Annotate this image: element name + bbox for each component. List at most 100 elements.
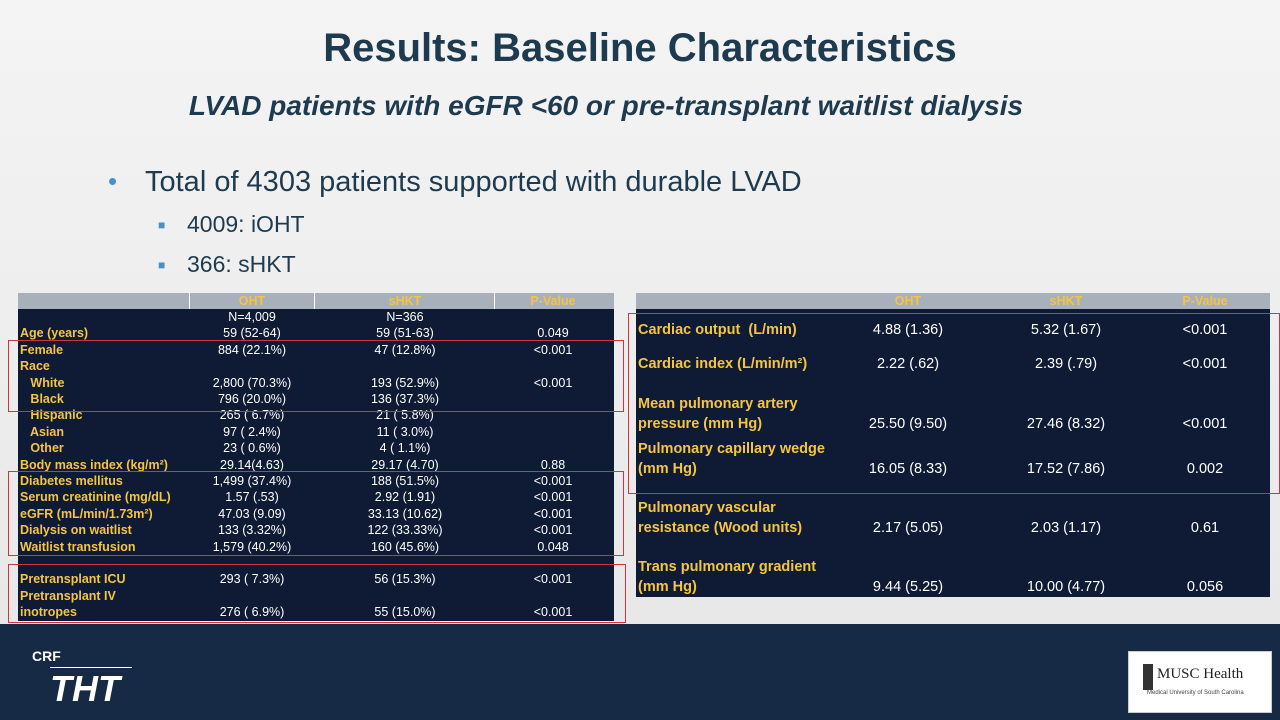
cell-value: 59 (51-63)	[376, 326, 434, 341]
cell-value: 1,579 (40.2%)	[212, 539, 292, 554]
cell-value: <0.001	[533, 342, 573, 357]
cell-value: 5.32 (1.67)	[1030, 322, 1102, 338]
cell-value: 9.44 (5.25)	[872, 579, 944, 595]
cell-value: <0.001	[533, 523, 573, 538]
cell-value: <0.001	[533, 605, 573, 620]
cell-value: 33.13 (10.62)	[367, 506, 443, 521]
sub-bullet: 366: sHKT	[187, 251, 296, 277]
row-label: Asian	[20, 424, 64, 439]
cell-value: 55 (15.0%)	[374, 605, 436, 620]
cell-value: 0.002	[1186, 461, 1224, 477]
right-table: OHT sHKT P-Value Cardiac output (L/min) 4.88…	[636, 293, 1270, 597]
highlight-box	[8, 564, 626, 623]
cell-value: 188 (51.5%)	[370, 474, 440, 488]
cell-value: 133 (3.32%)	[217, 523, 287, 538]
footer-band	[0, 624, 1280, 720]
row-label: Cardiac index (L/min/m²)	[638, 356, 808, 372]
cell-value: <0.001	[1182, 416, 1228, 432]
cell-value: 17.52 (7.86)	[1026, 461, 1106, 477]
cell-value: 29.14(4.63)	[220, 457, 284, 472]
cell-value: 0.88	[540, 457, 566, 472]
row-label: Black	[20, 392, 64, 406]
table-header	[636, 293, 1270, 309]
highlight-box	[628, 313, 1280, 494]
cell-value: <0.001	[533, 506, 573, 521]
cell-value: N=366	[386, 310, 424, 324]
column-header: OHT	[894, 294, 922, 308]
cell-value: 1.57 (.53)	[225, 490, 279, 505]
cell-value: 11 ( 3.0%)	[376, 424, 434, 439]
row-label: Dialysis on waitlist	[20, 523, 132, 538]
cell-value: 23 ( 0.6%)	[223, 441, 281, 456]
cell-value: 122 (33.33%)	[367, 523, 443, 538]
cell-value: 10.00 (4.77)	[1026, 579, 1106, 595]
row-label: White	[20, 375, 65, 390]
cell-value: 160 (45.6%)	[370, 539, 440, 554]
row-label: Diabetes mellitus	[20, 474, 123, 488]
cell-value: <0.001	[1182, 322, 1228, 338]
column-header: P-Value	[530, 294, 576, 308]
row-label: eGFR (mL/min/1.73m²)	[20, 506, 153, 521]
cell-value: <0.001	[533, 490, 573, 505]
cell-value: 1,499 (37.4%)	[212, 474, 292, 488]
cell-value: <0.001	[1182, 356, 1228, 372]
cell-value: 276 ( 6.9%)	[219, 605, 285, 620]
cell-value: 2.39 (.79)	[1034, 356, 1098, 372]
cell-value: 136 (37.3%)	[370, 392, 440, 406]
cell-value: 2.22 (.62)	[876, 356, 940, 372]
cell-value: 0.048	[537, 539, 569, 554]
cell-value: 0.61	[1190, 520, 1220, 536]
row-label: Race	[20, 359, 50, 374]
column-header: sHKT	[388, 294, 422, 308]
row-label: Other	[20, 441, 64, 456]
row-label: Trans pulmonary gradient (mm Hg)	[638, 559, 817, 595]
logo-rule	[50, 667, 132, 668]
musc-icon	[1143, 664, 1153, 690]
column-header: P-Value	[1182, 294, 1228, 308]
subtitle: LVAD patients with eGFR <60 or pre-trans…	[188, 90, 1024, 121]
sub-bullet-dot: ■	[158, 258, 166, 272]
highlight-box	[8, 340, 624, 412]
cell-value: 29.17 (4.70)	[371, 457, 439, 472]
bullet: Total of 4303 patients supported with du…	[145, 166, 802, 198]
row-label: Pulmonary capillary wedge (mm Hg)	[638, 441, 825, 477]
row-label: Body mass index (kg/m²)	[20, 457, 168, 472]
cell-value: 4.88 (1.36)	[872, 322, 944, 338]
row-label: Pretransplant ICU	[20, 572, 126, 587]
cell-value: 56 (15.3%)	[374, 572, 436, 587]
column-divider	[314, 293, 315, 309]
row-label: Mean pulmonary artery pressure (mm Hg)	[638, 396, 798, 432]
row-label: Waitlist transfusion	[20, 539, 136, 554]
cell-value: 59 (52-64)	[223, 326, 281, 341]
cell-value: 25.50 (9.50)	[868, 416, 948, 432]
cell-value: <0.001	[533, 572, 573, 587]
musc-sub: Medical University of South Carolina	[1147, 690, 1244, 696]
row-label: Pretransplant IV inotropes	[20, 588, 116, 620]
row-label: Pulmonary vascular resistance (Wood unit…	[638, 500, 803, 536]
tht-logo: THT	[50, 668, 120, 709]
cell-value: N=4,009	[228, 310, 276, 324]
column-header: sHKT	[1049, 294, 1083, 308]
row-label: Serum creatinine (mg/dL)	[20, 490, 171, 505]
cell-value: 2.03 (1.17)	[1030, 520, 1102, 536]
cell-value: 2.17 (5.05)	[872, 520, 944, 536]
cell-value: 293 ( 7.3%)	[219, 572, 285, 587]
title: Results: Baseline Characteristics	[323, 26, 957, 70]
cell-value: 27.46 (8.32)	[1026, 416, 1106, 432]
row-label: Female	[20, 342, 64, 357]
highlight-box	[8, 471, 624, 556]
cell-value: 0.056	[1186, 579, 1224, 595]
cell-value: 4 ( 1.1%)	[379, 441, 431, 456]
cell-value: 884 (22.1%)	[217, 342, 287, 357]
sub-bullet-dot: ■	[158, 218, 166, 232]
cell-value: 2,800 (70.3%)	[212, 375, 292, 390]
cell-value: 0.049	[537, 326, 569, 341]
bullet-dot: •	[108, 166, 118, 196]
table-header	[18, 293, 614, 309]
cell-value: 47 (12.8%)	[374, 342, 436, 357]
musc-name: MUSC Health	[1157, 666, 1244, 682]
cell-value: 796 (20.0%)	[217, 392, 287, 406]
cell-value: 47.03 (9.09)	[218, 506, 286, 521]
cell-value: 16.05 (8.33)	[868, 461, 948, 477]
